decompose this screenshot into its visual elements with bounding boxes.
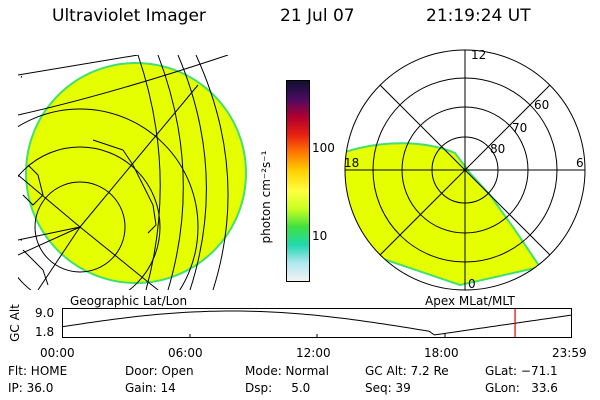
- mlat-label-70: 70: [512, 121, 527, 135]
- altitude-ytick-low: 1.8: [35, 325, 55, 339]
- coastline: [92, 139, 157, 234]
- grid-line: [18, 55, 139, 76]
- info-mode: Mode: Normal: [245, 364, 329, 378]
- grid-line: [177, 55, 207, 290]
- apex-mlat-mlt-panel: 12 18 6 0 60 70 80: [344, 48, 586, 291]
- coastline: [22, 164, 44, 206]
- mlt-label-18: 18: [344, 156, 359, 170]
- date-label: 21 Jul 07: [280, 6, 355, 26]
- grid-line: [18, 146, 161, 290]
- colorbar-tick-100: 100: [312, 141, 335, 155]
- grid-line: [18, 55, 229, 116]
- altitude-plot-frame: [62, 308, 572, 338]
- mlat-label-80: 80: [490, 142, 505, 156]
- info-door: Door: Open: [125, 364, 194, 378]
- instrument-title: Ultraviolet Imager: [52, 6, 206, 26]
- info-dsp: Dsp: 5.0: [245, 381, 311, 395]
- info-gc-alt: GC Alt: 7.2 Re: [365, 364, 449, 378]
- geographic-panel-label: Geographic Lat/Lon: [70, 294, 188, 308]
- mlat-label-60: 60: [534, 98, 549, 112]
- info-glat: GLat: −71.1: [485, 364, 558, 378]
- uv-emission-region: [345, 142, 542, 287]
- xtick-1200: 12:00: [296, 346, 331, 360]
- info-glon: GLon: 33.6: [485, 381, 558, 395]
- mlt-label-12: 12: [471, 48, 486, 62]
- xtick-1800: 18:00: [424, 346, 459, 360]
- altitude-ytick-high: 9.0: [35, 306, 55, 320]
- altitude-curve: [62, 310, 572, 336]
- uv-emission-disk: [25, 62, 247, 284]
- grid-line: [79, 84, 199, 228]
- xtick-0600: 06:00: [168, 346, 203, 360]
- mlt-label-6: 6: [576, 156, 584, 170]
- altitude-plot: [62, 308, 572, 338]
- grid-line: [195, 55, 229, 290]
- altitude-ylabel: GC Alt: [8, 304, 22, 342]
- grid-line: [18, 226, 81, 241]
- grid-line: [157, 55, 184, 290]
- grid-tick-mark: ,: [20, 70, 23, 80]
- mlt-line: [379, 84, 551, 256]
- info-gain: Gain: 14: [125, 381, 176, 395]
- mlt-label-0: 0: [468, 277, 476, 291]
- grid-line: [79, 226, 159, 290]
- grid-line: [37, 226, 81, 290]
- grid-line: [18, 226, 81, 256]
- grid-line: [18, 108, 199, 290]
- colorbar: [286, 80, 310, 282]
- info-flight: Flt: HOME: [8, 364, 68, 378]
- colorbar-tick-10: 10: [312, 229, 328, 243]
- xtick-2359: 23:59: [552, 346, 587, 360]
- time-label: 21:19:24 UT: [426, 6, 531, 26]
- colorbar-unit-label: photon cm⁻²s⁻¹: [259, 150, 273, 244]
- coastline: [22, 249, 49, 286]
- geographic-image-panel: , ,: [18, 55, 247, 290]
- colorbar-gradient: [287, 81, 309, 281]
- apex-panel-label: Apex MLat/MLT: [425, 294, 515, 308]
- xtick-0000: 00:00: [40, 346, 75, 360]
- grid-line: [34, 181, 126, 273]
- info-ip: IP: 36.0: [8, 381, 54, 395]
- grid-line: [18, 174, 81, 228]
- info-seq: Seq: 39: [365, 381, 411, 395]
- grid-tick-mark: ,: [20, 233, 23, 243]
